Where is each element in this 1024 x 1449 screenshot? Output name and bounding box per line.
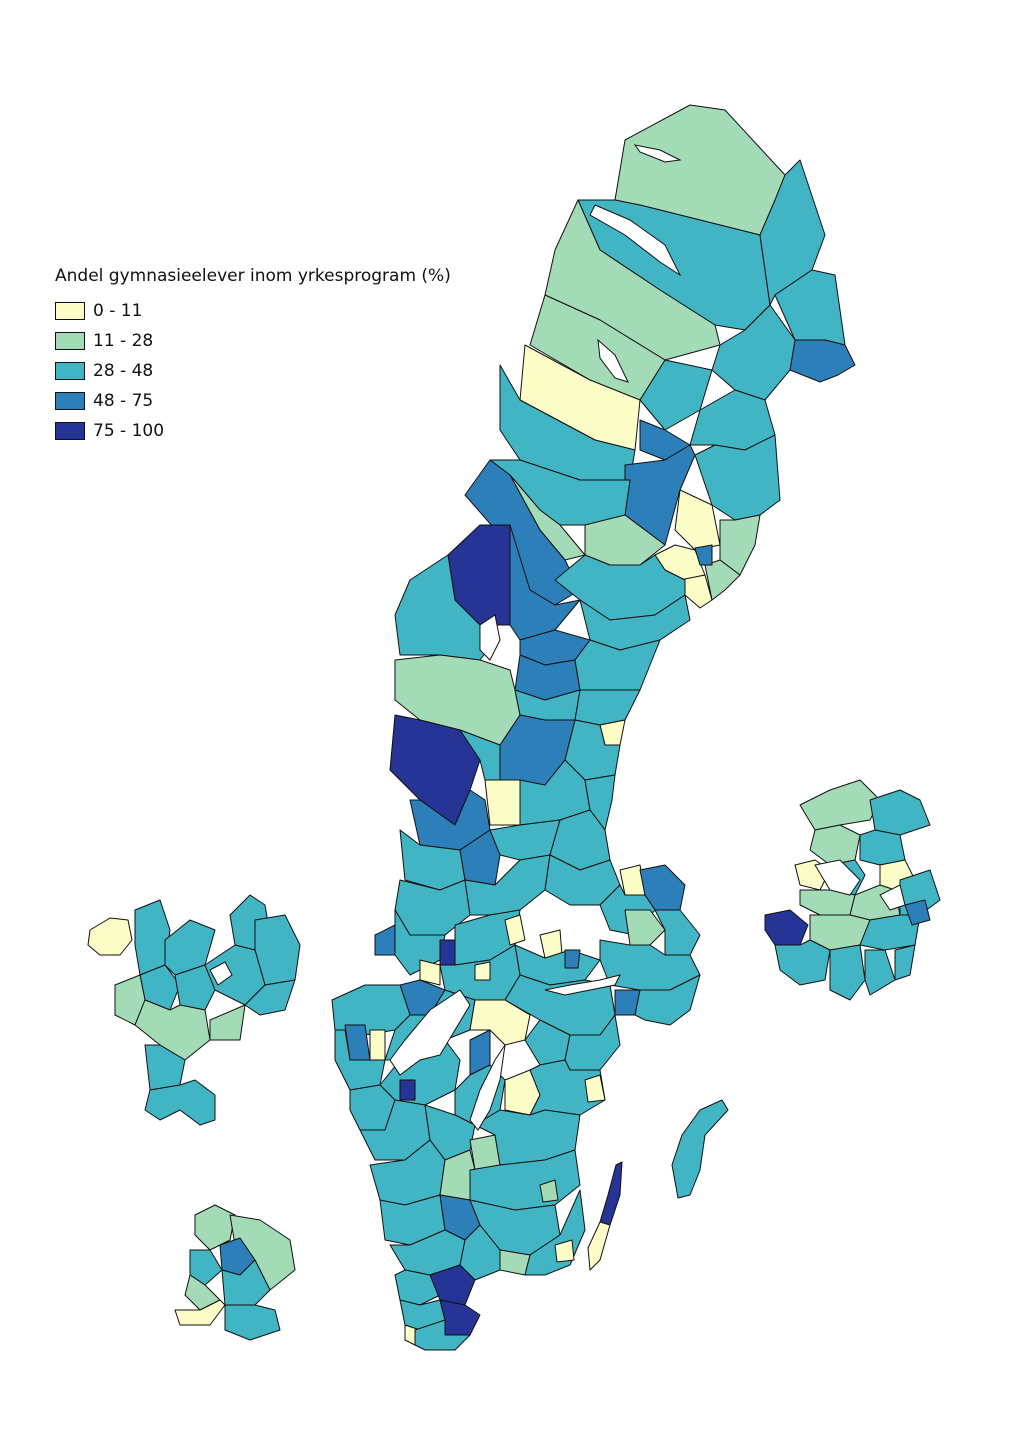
legend-label: 28 - 48 (93, 361, 154, 381)
region-go-3 (369, 1029, 386, 1061)
lake-north-1 (589, 204, 682, 277)
inset-sthlm-3 (809, 824, 861, 866)
region-north-10 (639, 359, 713, 431)
inset-sthlm-18 (894, 944, 916, 981)
region-oland-south (587, 1221, 611, 1271)
legend-swatch (55, 362, 85, 380)
legend-item: 11 - 28 (55, 326, 451, 356)
inset-sthlm-16 (829, 944, 866, 1001)
inset-gbg-8 (174, 964, 216, 1011)
region-gotland (671, 1099, 729, 1199)
lake-north-3 (597, 338, 629, 383)
inset-malmo-8 (224, 1304, 281, 1341)
legend-title: Andel gymnasieelever inom yrkesprogram (… (55, 266, 451, 286)
legend-swatch (55, 392, 85, 410)
inset-gbg-1 (87, 917, 133, 956)
lake-storsjon (479, 614, 501, 661)
legend-label: 0 - 11 (93, 301, 143, 321)
region-mid-3 (509, 524, 581, 641)
region-mid-10 (574, 689, 641, 726)
region-sv-20 (474, 961, 491, 981)
inset-gbg-12 (209, 1004, 246, 1041)
legend-swatch (55, 422, 85, 440)
inset-sthlm-11 (764, 909, 809, 946)
inset-sthlm-lake-2 (879, 884, 906, 911)
lake-vattern (469, 1044, 506, 1131)
region-mid-21 (459, 829, 501, 886)
legend-item: 0 - 11 (55, 296, 451, 326)
legend-swatch (55, 302, 85, 320)
inset-sthlm-lake-1 (814, 859, 861, 896)
legend-item: 28 - 48 (55, 356, 451, 386)
lake-malaren (544, 974, 621, 996)
lake-north-2 (633, 144, 682, 163)
inset-sthlm-1 (799, 779, 881, 831)
inset-gbg-14 (144, 1079, 216, 1126)
region-sv-18 (419, 959, 441, 986)
inset-gbg-13 (144, 1044, 186, 1091)
region-north-3 (759, 159, 826, 306)
region-sv-9 (374, 924, 396, 956)
region-mid-22 (489, 819, 561, 861)
region-oland-north (599, 1161, 623, 1226)
inset-sthlm-17 (864, 949, 896, 996)
region-north-7 (789, 339, 856, 383)
region-north-25 (694, 544, 713, 566)
region-sk-6 (414, 1319, 471, 1351)
inset-gbg-10 (244, 979, 296, 1016)
region-sk-2 (429, 1264, 476, 1306)
region-sv-13 (504, 914, 526, 946)
legend: Andel gymnasieelever inom yrkesprogram (… (55, 266, 451, 446)
region-go-11 (399, 1079, 416, 1101)
region-go-6 (469, 999, 531, 1046)
inset-vastra-gotaland (87, 894, 301, 1126)
legend-item: 48 - 75 (55, 386, 451, 416)
inset-sthlm-14 (904, 899, 931, 926)
region-mid-19 (584, 774, 616, 831)
region-go-24 (539, 1179, 559, 1203)
inset-skane (174, 1204, 296, 1341)
inset-malmo-1 (194, 1204, 236, 1251)
region-go-30 (554, 1239, 575, 1263)
region-north-8 (711, 304, 796, 401)
region-north-24 (704, 559, 741, 601)
region-go-16 (584, 1074, 606, 1103)
region-go-20 (474, 1109, 581, 1166)
main-map (331, 104, 856, 1351)
legend-swatch (55, 332, 85, 350)
region-sv-7 (624, 909, 666, 946)
legend-item: 75 - 100 (55, 416, 451, 446)
inset-sthlm-15 (774, 939, 831, 986)
region-sk-4 (439, 1299, 481, 1336)
inset-stockholm (764, 779, 941, 1001)
lake-vanern (389, 989, 471, 1076)
inset-gbg-lake (209, 961, 233, 986)
inset-sthlm-2 (869, 789, 931, 836)
legend-label: 75 - 100 (93, 421, 165, 441)
region-sv-16 (564, 949, 581, 969)
region-sv-24 (634, 974, 701, 1026)
legend-label: 11 - 28 (93, 331, 154, 351)
legend-label: 48 - 75 (93, 391, 154, 411)
inset-malmo-4 (189, 1249, 223, 1286)
inset-sthlm-4 (859, 829, 906, 866)
region-mid-16 (484, 779, 521, 826)
region-north-14 (694, 434, 781, 521)
region-sv-11 (439, 939, 456, 966)
